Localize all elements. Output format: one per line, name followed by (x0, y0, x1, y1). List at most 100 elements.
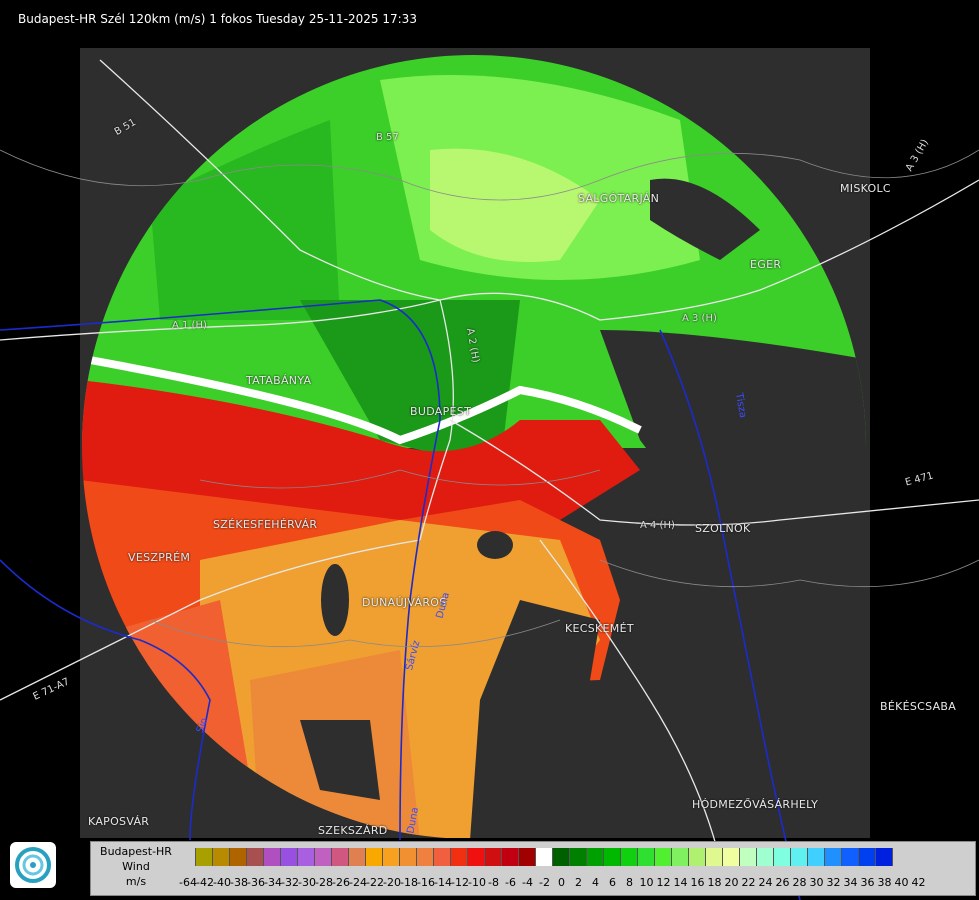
place-budapest: BUDAPEST (410, 405, 472, 418)
legend-swatch (808, 848, 825, 866)
road-lines (0, 59, 979, 861)
legend-swatch (774, 848, 791, 866)
legend-tick-label: 12 (656, 876, 671, 889)
legend-swatch (468, 848, 485, 866)
legend-tick-label: 30 (809, 876, 824, 889)
legend-variable: Wind (122, 860, 150, 873)
legend-swatch (502, 848, 519, 866)
road-b57: B 57 (376, 132, 399, 143)
legend-swatch (264, 848, 281, 866)
place-miskolc: MISKOLC (840, 182, 891, 195)
legend-swatch (230, 848, 247, 866)
legend-swatch (349, 848, 366, 866)
legend-swatch (825, 848, 842, 866)
legend-tick-label: 40 (894, 876, 909, 889)
legend-tick-label: 24 (758, 876, 773, 889)
legend-tick-label: 20 (724, 876, 739, 889)
radar-echo (82, 55, 866, 838)
place-kaposvar: KAPOSVÁR (88, 815, 150, 828)
met-service-logo (10, 842, 56, 888)
place-tatabanya: TATABÁNYA (246, 374, 312, 387)
legend-swatch (519, 848, 536, 866)
legend-swatch (434, 848, 451, 866)
legend-swatch (553, 848, 570, 866)
place-dunaujvaros: DUNAÚJVÁROS (362, 596, 447, 609)
legend-swatch (638, 848, 655, 866)
legend-tick-label: -6 (505, 876, 516, 889)
legend-swatch (655, 848, 672, 866)
legend-tick-label: -40 (213, 876, 231, 889)
legend-tick-label: 32 (826, 876, 841, 889)
legend-swatch (383, 848, 400, 866)
legend-tick-label: -38 (230, 876, 248, 889)
legend-tick-label: -30 (298, 876, 316, 889)
legend-swatch (757, 848, 774, 866)
legend-tick-label: -2 (539, 876, 550, 889)
legend-info: Budapest-HR Wind m/s (91, 844, 181, 889)
place-bekescsaba: BÉKÉSCSABA (880, 700, 957, 713)
place-szolnok: SZOLNOK (695, 522, 751, 535)
legend-swatch (485, 848, 502, 866)
place-hodmezovasarhely: HÓDMEZŐVÁSÁRHELY (692, 798, 819, 811)
legend-tick-label: -12 (451, 876, 469, 889)
legend-swatch (706, 848, 723, 866)
legend-tick-label: 2 (575, 876, 582, 889)
page-title: Budapest-HR Szél 120km (m/s) 1 fokos Tue… (18, 12, 417, 26)
place-kecskemet: KECSKEMÉT (565, 622, 634, 635)
legend-swatch (604, 848, 621, 866)
legend-swatch (247, 848, 264, 866)
place-szekszard: SZEKSZÁRD (318, 824, 388, 837)
legend-swatch (723, 848, 740, 866)
legend-swatch (366, 848, 383, 866)
legend-tick-label: -20 (383, 876, 401, 889)
road-a4: A 4 (H) (640, 520, 675, 531)
legend-tick-label: 0 (558, 876, 565, 889)
legend-swatch (213, 848, 230, 866)
legend-tick-label: -16 (417, 876, 435, 889)
legend-tick-label: 16 (690, 876, 705, 889)
legend-tick-label: -26 (332, 876, 350, 889)
legend-swatch (587, 848, 604, 866)
legend-tick-label: -64 (179, 876, 197, 889)
legend-tick-label: -18 (400, 876, 418, 889)
legend-tick-label: 6 (609, 876, 616, 889)
legend-tick-label: -8 (488, 876, 499, 889)
legend-swatch (740, 848, 757, 866)
road-a1: A 1 (H) (172, 320, 207, 331)
road-a3-mid: A 3 (H) (682, 313, 717, 324)
legend-tick-label: -14 (434, 876, 452, 889)
legend-unit: m/s (125, 875, 147, 888)
legend-swatch (451, 848, 468, 866)
legend-tick-label: -24 (349, 876, 367, 889)
legend-tick-label: 10 (639, 876, 654, 889)
legend-ticks: -64 -42 -40 -38 -36 -34 -32 -30 -28 -26 -24 -22 -20-… (179, 876, 927, 889)
legend-tick-label: -4 (522, 876, 533, 889)
legend-swatch (876, 848, 893, 866)
place-szekesfehervar: SZÉKESFEHÉRVÁR (213, 518, 318, 531)
legend-tick-label: -34 (264, 876, 282, 889)
legend-tick-label: 34 (843, 876, 858, 889)
legend-swatch (672, 848, 689, 866)
rivers (0, 299, 801, 900)
legend-swatch (859, 848, 876, 866)
place-veszprem: VESZPRÉM (128, 551, 191, 564)
legend-tick-label: 18 (707, 876, 722, 889)
legend-tick-label: -32 (281, 876, 299, 889)
legend-swatch (689, 848, 706, 866)
legend-swatch (400, 848, 417, 866)
legend-swatch (791, 848, 808, 866)
legend-swatch (842, 848, 859, 866)
legend-swatch (621, 848, 638, 866)
legend-tick-label: -42 (196, 876, 214, 889)
legend-tick-label: 38 (877, 876, 892, 889)
legend-swatch (196, 848, 213, 866)
legend-swatch (332, 848, 349, 866)
legend-tick-label: 14 (673, 876, 688, 889)
legend-tick-label: -10 (468, 876, 486, 889)
legend-tick-label: 22 (741, 876, 756, 889)
legend-tick-label: 4 (592, 876, 599, 889)
legend-swatch (298, 848, 315, 866)
legend-swatch (417, 848, 434, 866)
place-salgotarjan: SALGÓTARJÁN (578, 192, 660, 205)
